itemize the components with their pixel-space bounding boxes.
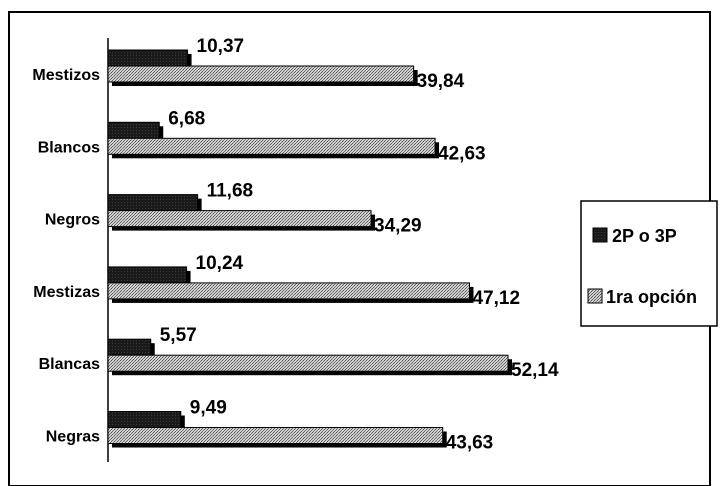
value-label-1ra-opcion-negras: 43,63 [446,433,494,454]
legend-swatch-1ra-opcion [587,288,603,304]
bars-group [107,49,512,448]
legend-swatch-2p-o-3p [592,227,608,243]
category-label-negras: Negras [46,429,100,446]
legend-box [580,200,718,327]
legend: 2P o 3P 1ra opción [580,200,718,327]
value-label-2p-o-3p-blancos: 6,68 [168,108,205,129]
value-label-1ra-opcion-mestizos: 39,84 [417,71,465,92]
category-label-negros: Negros [45,212,100,229]
labels-group: Mestizos 10,37 39,84 Blancos 6,68 42,63 Negros… [32,36,559,454]
bar-1ra-opcion-mestizas [107,282,470,300]
category-label-blancas: Blancas [39,356,100,373]
bar-2p-o-3p-negras [107,411,182,428]
bar-1ra-opcion-negras [107,427,444,444]
value-label-1ra-opcion-blancos: 42,63 [438,143,486,164]
bar-1ra-opcion-blancos [107,137,436,155]
value-label-2p-o-3p-negras: 9,49 [190,398,227,419]
category-label-mestizas: Mestizas [33,284,100,301]
legend-label-1ra-opcion: 1ra opción [606,287,697,307]
value-label-1ra-opcion-mestizas: 47,12 [472,288,520,309]
category-label-blancos: Blancos [38,139,100,156]
legend-label-2p-o-3p: 2P o 3P [612,226,677,246]
bar-2p-o-3p-negros [107,194,199,212]
bar-2p-o-3p-blancos [107,121,160,139]
bar-1ra-opcion-mestizos [107,65,415,83]
value-label-2p-o-3p-mestizos: 10,37 [197,36,245,57]
bar-1ra-opcion-negros [107,210,372,228]
bar-2p-o-3p-blancas [107,338,152,356]
value-label-1ra-opcion-negros: 34,29 [374,216,422,237]
category-label-mestizos: Mestizos [32,67,100,84]
bar-1ra-opcion-blancas [107,354,509,372]
bar-2p-o-3p-mestizas [107,266,188,284]
value-label-1ra-opcion-blancas: 52,14 [511,360,559,381]
bar-2p-o-3p-mestizos [107,49,189,67]
value-label-2p-o-3p-negros: 11,68 [207,181,254,202]
value-label-2p-o-3p-blancas: 5,57 [160,325,197,346]
value-label-2p-o-3p-mestizas: 10,24 [196,253,244,274]
